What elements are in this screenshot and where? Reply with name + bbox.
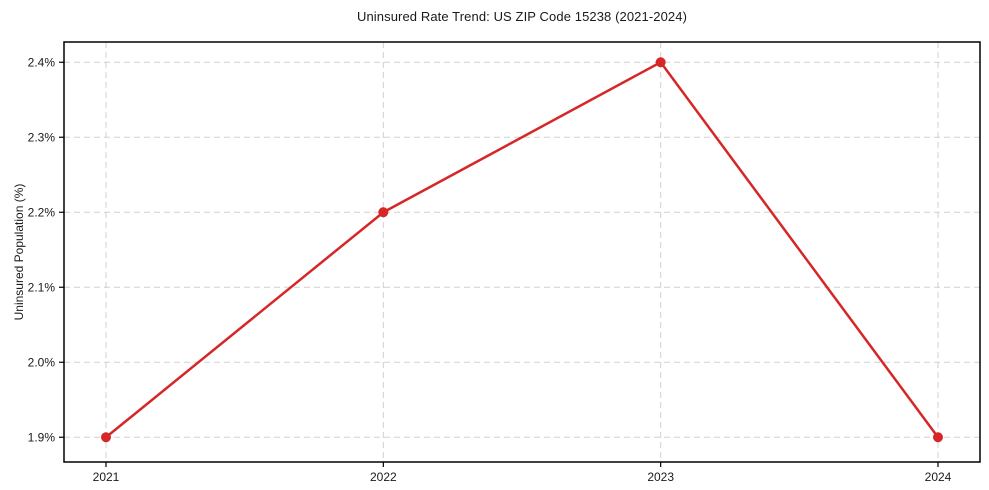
x-tick-label: 2023 xyxy=(647,470,674,484)
data-point-marker xyxy=(378,207,389,218)
x-tick-label: 2024 xyxy=(925,470,952,484)
y-tick-label: 2.0% xyxy=(28,355,56,369)
x-tick-label: 2021 xyxy=(93,470,120,484)
x-tick-label: 2022 xyxy=(370,470,397,484)
data-point-marker xyxy=(655,57,666,68)
data-line xyxy=(104,61,940,439)
y-tick-label: 2.4% xyxy=(28,55,56,69)
data-point-marker xyxy=(101,432,111,443)
y-tick-label: 1.9% xyxy=(28,430,56,444)
y-tick-label: 2.2% xyxy=(28,205,56,219)
chart-title: Uninsured Rate Trend: US ZIP Code 15238 … xyxy=(356,9,688,24)
y-tick-label: 2.1% xyxy=(28,280,56,294)
y-tick-label: 2.3% xyxy=(28,130,56,144)
plot-border xyxy=(63,41,981,463)
data-point-marker xyxy=(933,432,943,443)
